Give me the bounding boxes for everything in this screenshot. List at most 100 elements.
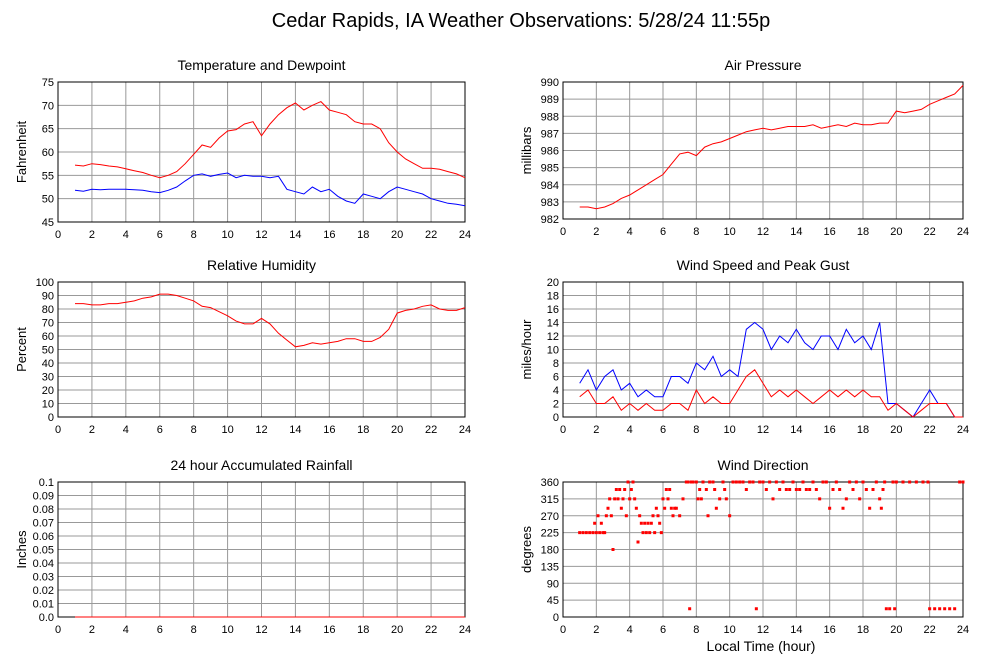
data-point xyxy=(591,531,595,535)
data-point xyxy=(851,488,855,491)
data-point xyxy=(784,488,788,491)
y-tick-label: 45 xyxy=(547,595,559,607)
x-tick-label: 18 xyxy=(857,226,869,238)
data-point xyxy=(694,480,698,484)
data-point xyxy=(798,488,802,491)
data-point xyxy=(943,607,947,611)
data-point xyxy=(834,480,838,484)
x-tick-label: 18 xyxy=(357,624,369,636)
data-point xyxy=(881,488,885,491)
y-tick-label: 4 xyxy=(553,385,559,397)
series-line-1 xyxy=(75,293,466,348)
y-tick-label: 18 xyxy=(547,291,559,303)
data-point xyxy=(883,480,887,484)
x-tick-label: 20 xyxy=(391,229,403,241)
data-point xyxy=(609,514,613,518)
data-point xyxy=(774,480,778,484)
x-tick-label: 4 xyxy=(627,424,633,436)
data-point xyxy=(684,480,688,484)
data-point xyxy=(681,497,685,501)
data-point xyxy=(624,514,628,518)
y-tick-label: 80 xyxy=(42,304,54,316)
x-tick-label: 12 xyxy=(255,624,267,636)
x-axis-label: Local Time (hour) xyxy=(707,638,816,654)
data-point xyxy=(893,607,897,611)
data-point xyxy=(841,506,845,510)
x-tick-label: 14 xyxy=(289,624,301,636)
y-tick-label: 0 xyxy=(553,412,559,424)
panel-title: Air Pressure xyxy=(724,57,801,73)
data-point xyxy=(618,488,622,491)
x-tick-label: 22 xyxy=(924,624,936,636)
y-axis-label: Inches xyxy=(14,530,29,569)
x-tick-label: 0 xyxy=(55,229,61,241)
x-tick-label: 0 xyxy=(55,424,61,436)
data-point xyxy=(654,506,658,510)
data-point xyxy=(623,488,627,491)
y-tick-label: 8 xyxy=(553,358,559,370)
y-tick-label: 90 xyxy=(547,578,559,590)
data-point xyxy=(723,488,727,491)
data-point xyxy=(638,514,642,518)
x-tick-label: 16 xyxy=(824,624,836,636)
data-point xyxy=(861,480,865,484)
x-tick-label: 16 xyxy=(323,424,335,436)
y-tick-label: 6 xyxy=(553,372,559,384)
data-point xyxy=(778,488,782,491)
data-point xyxy=(761,480,765,484)
x-tick-label: 22 xyxy=(425,424,437,436)
x-tick-label: 24 xyxy=(459,424,471,436)
panel-title: Wind Direction xyxy=(717,457,808,473)
y-tick-label: 270 xyxy=(541,511,559,523)
x-tick-label: 6 xyxy=(660,424,666,436)
data-point xyxy=(884,607,888,611)
x-tick-label: 2 xyxy=(89,424,95,436)
x-tick-label: 22 xyxy=(425,624,437,636)
x-tick-label: 20 xyxy=(890,624,902,636)
y-tick-label: 0.06 xyxy=(33,531,54,543)
data-point xyxy=(854,480,858,484)
data-point xyxy=(758,480,762,484)
x-tick-label: 14 xyxy=(790,226,802,238)
data-point xyxy=(948,607,952,611)
data-point xyxy=(751,480,755,484)
x-tick-label: 12 xyxy=(255,229,267,241)
data-point xyxy=(908,480,912,484)
data-point xyxy=(928,607,932,611)
data-point xyxy=(938,607,942,611)
data-point xyxy=(678,514,682,518)
data-point xyxy=(764,488,768,491)
data-point xyxy=(748,480,752,484)
data-point xyxy=(724,497,728,501)
data-point xyxy=(818,497,822,501)
x-tick-label: 0 xyxy=(560,424,566,436)
x-tick-label: 24 xyxy=(459,624,471,636)
data-point xyxy=(738,480,742,484)
x-tick-label: 16 xyxy=(323,229,335,241)
y-tick-label: 20 xyxy=(42,385,54,397)
x-tick-label: 8 xyxy=(693,624,699,636)
x-tick-label: 24 xyxy=(957,624,969,636)
data-point xyxy=(808,488,812,491)
x-tick-label: 16 xyxy=(824,226,836,238)
y-tick-label: 55 xyxy=(42,170,54,182)
data-point xyxy=(706,514,710,518)
x-tick-label: 8 xyxy=(191,229,197,241)
y-tick-label: 0.09 xyxy=(33,491,54,503)
x-tick-label: 6 xyxy=(157,624,163,636)
y-tick-label: 225 xyxy=(541,528,559,540)
data-point xyxy=(958,480,962,484)
y-tick-label: 45 xyxy=(42,217,54,229)
data-point xyxy=(639,521,643,525)
data-point xyxy=(643,521,647,525)
x-tick-label: 6 xyxy=(660,624,666,636)
data-point xyxy=(668,488,672,491)
x-tick-label: 24 xyxy=(957,424,969,436)
data-point xyxy=(721,480,725,484)
data-point xyxy=(603,531,607,535)
data-point xyxy=(888,607,892,611)
y-tick-label: 65 xyxy=(42,124,54,136)
x-tick-label: 4 xyxy=(627,624,633,636)
